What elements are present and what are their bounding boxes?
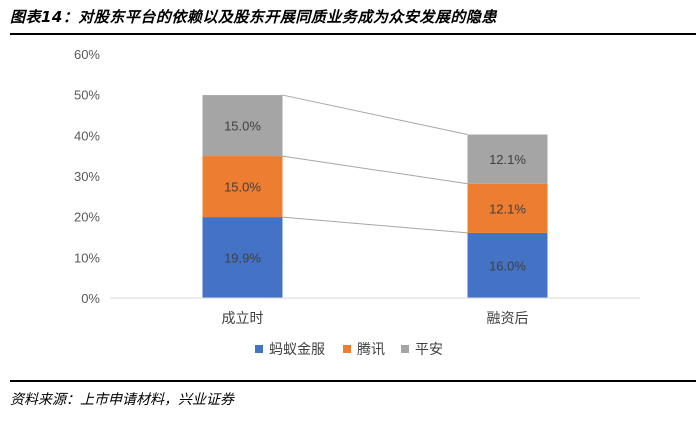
data-labels: 19.9% 15.0% 15.0% 16.0% 12.1% 12.1% [224, 119, 526, 274]
series-lines [282, 94, 468, 234]
x-tick-label: 融资后 [487, 310, 529, 326]
x-tick-label: 成立时 [222, 310, 264, 326]
series-line [282, 94, 468, 136]
legend-swatch [343, 345, 351, 353]
chart-title: 图表14：对股东平台的依赖以及股东开展同质业务成为众安发展的隐患 [10, 8, 497, 26]
legend-label: 蚂蚁金服 [269, 341, 325, 357]
data-label: 12.1% [489, 201, 526, 216]
legend-label: 平安 [415, 341, 443, 357]
bar-segment [467, 134, 548, 184]
bar-segment [467, 232, 548, 298]
data-label: 15.0% [224, 180, 261, 195]
data-label: 16.0% [489, 258, 526, 273]
y-axis: 0% 10% 20% 30% 40% 50% 60% [74, 47, 100, 306]
bar-segment [202, 95, 283, 157]
y-tick-label: 40% [74, 128, 100, 143]
y-tick-label: 0% [81, 291, 100, 306]
bars [202, 95, 548, 298]
y-tick-label: 50% [74, 88, 100, 103]
bar-segment [202, 156, 283, 218]
title-divider [10, 33, 696, 35]
data-label: 19.9% [224, 251, 261, 266]
bar-segment [202, 217, 283, 298]
stacked-bar-chart: 0% 10% 20% 30% 40% 50% 60% 19.9% 15.0% 15.0% 16.0… [74, 47, 640, 357]
bar-segment [467, 183, 548, 233]
series-line [282, 216, 468, 234]
series-line [282, 155, 468, 185]
footer-divider [10, 380, 696, 382]
legend: 蚂蚁金服 腾讯 平安 [255, 341, 443, 357]
legend-label: 腾讯 [357, 341, 385, 357]
y-tick-label: 60% [74, 47, 100, 62]
y-tick-label: 10% [74, 250, 100, 265]
data-label: 15.0% [224, 119, 261, 134]
data-label: 12.1% [489, 152, 526, 167]
y-tick-label: 20% [74, 210, 100, 225]
source-note: 资料来源：上市申请材料，兴业证券 [10, 392, 234, 408]
legend-swatch [255, 345, 263, 353]
x-axis: 成立时 融资后 [110, 297, 640, 326]
legend-swatch [401, 345, 409, 353]
y-tick-label: 30% [74, 169, 100, 184]
